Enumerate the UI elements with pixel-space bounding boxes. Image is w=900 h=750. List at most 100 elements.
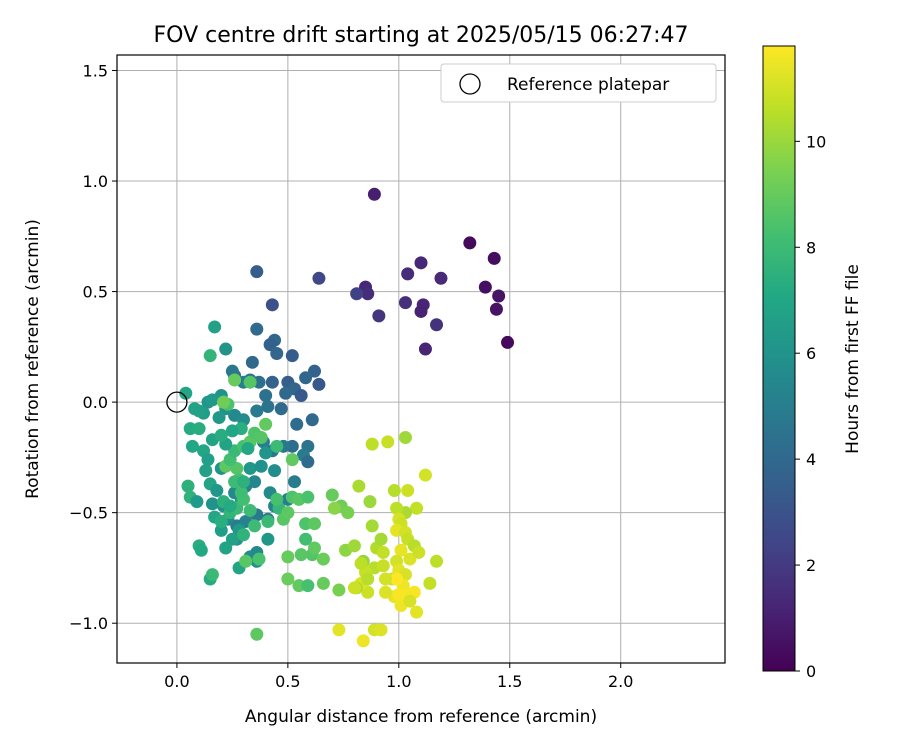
data-point <box>301 455 315 469</box>
data-point <box>261 532 275 546</box>
legend-label: Reference platepar <box>507 75 669 95</box>
data-point <box>205 393 219 407</box>
x-tick-label: 0.5 <box>275 672 300 691</box>
data-point <box>307 541 321 555</box>
data-point <box>376 559 390 573</box>
y-tick-label: 1.5 <box>83 61 108 80</box>
data-point <box>401 267 415 281</box>
data-point <box>423 576 437 590</box>
data-point <box>228 373 242 387</box>
data-point <box>214 515 228 529</box>
data-point <box>192 422 206 436</box>
data-point <box>352 479 366 493</box>
data-point <box>410 605 424 619</box>
data-point <box>270 439 284 453</box>
data-point <box>243 503 257 517</box>
data-point <box>418 342 432 356</box>
data-point <box>312 377 326 391</box>
colorbar-gradient <box>762 45 796 672</box>
data-point <box>378 572 392 586</box>
data-point <box>236 528 250 542</box>
data-point <box>361 572 375 586</box>
data-point <box>478 280 492 294</box>
y-axis-label: Rotation from reference (arcmin) <box>23 219 43 499</box>
data-point <box>259 417 273 431</box>
data-point <box>430 318 444 332</box>
data-point <box>401 484 415 498</box>
data-point <box>270 492 284 506</box>
x-tick-label: 1.5 <box>497 672 522 691</box>
data-point <box>230 461 244 475</box>
data-point <box>392 587 406 601</box>
colorbar-tick-label: 0 <box>806 662 816 681</box>
data-point <box>316 552 330 566</box>
data-point <box>281 572 295 586</box>
data-point <box>201 453 215 467</box>
data-point <box>390 501 404 515</box>
data-point <box>243 375 257 389</box>
data-point <box>259 388 273 402</box>
data-point <box>501 335 515 349</box>
data-point <box>214 428 228 442</box>
data-point <box>281 550 295 564</box>
data-point <box>285 349 299 363</box>
data-point <box>363 495 377 509</box>
data-point <box>241 442 255 456</box>
data-point <box>279 386 293 400</box>
data-point <box>463 236 477 250</box>
data-point <box>181 479 195 493</box>
data-point <box>248 475 262 489</box>
colorbar-tick-label: 10 <box>806 132 826 151</box>
data-point <box>365 437 379 451</box>
x-axis-label: Angular distance from reference (arcmin) <box>245 707 597 727</box>
data-point <box>290 417 304 431</box>
data-point <box>347 581 361 595</box>
data-point <box>394 543 408 557</box>
colorbar-tick-label: 4 <box>806 450 816 469</box>
legend-box <box>440 63 717 103</box>
data-point <box>239 554 253 568</box>
data-point <box>250 404 264 418</box>
data-point <box>390 572 404 586</box>
data-point <box>327 501 341 515</box>
data-point <box>263 338 277 352</box>
data-point <box>261 515 275 529</box>
data-point <box>312 271 326 285</box>
data-point <box>374 532 388 546</box>
data-point <box>179 386 193 400</box>
data-point <box>489 302 503 316</box>
x-tick-label: 2.0 <box>608 672 633 691</box>
data-point <box>259 446 273 460</box>
data-point <box>430 554 444 568</box>
data-point <box>372 309 386 323</box>
data-point <box>270 346 284 360</box>
data-point <box>414 256 428 270</box>
data-point <box>347 539 361 553</box>
data-point <box>316 576 330 590</box>
data-point <box>254 459 268 473</box>
data-point <box>268 464 282 478</box>
data-point <box>414 304 428 318</box>
data-point <box>325 488 339 502</box>
legend: Reference platepar <box>440 63 717 103</box>
x-axis-ticks: 0.0 0.5 1.0 1.5 2.0 <box>164 663 633 691</box>
data-point <box>245 355 259 369</box>
data-point <box>410 501 424 515</box>
data-point <box>288 475 302 489</box>
data-point <box>374 623 388 637</box>
data-point <box>192 404 206 418</box>
data-point <box>299 371 313 385</box>
colorbar: 0 2 4 6 8 10 Hours from first FF file <box>762 45 863 681</box>
data-point <box>210 484 224 498</box>
data-point <box>398 430 412 444</box>
data-point <box>301 579 315 593</box>
colorbar-label: Hours from first FF file <box>843 264 863 454</box>
data-points <box>179 187 515 648</box>
data-point <box>236 475 250 489</box>
data-point <box>487 251 501 265</box>
data-point <box>199 464 213 478</box>
data-point <box>208 320 222 334</box>
data-point <box>194 543 208 557</box>
y-tick-label: −1.0 <box>69 614 108 633</box>
